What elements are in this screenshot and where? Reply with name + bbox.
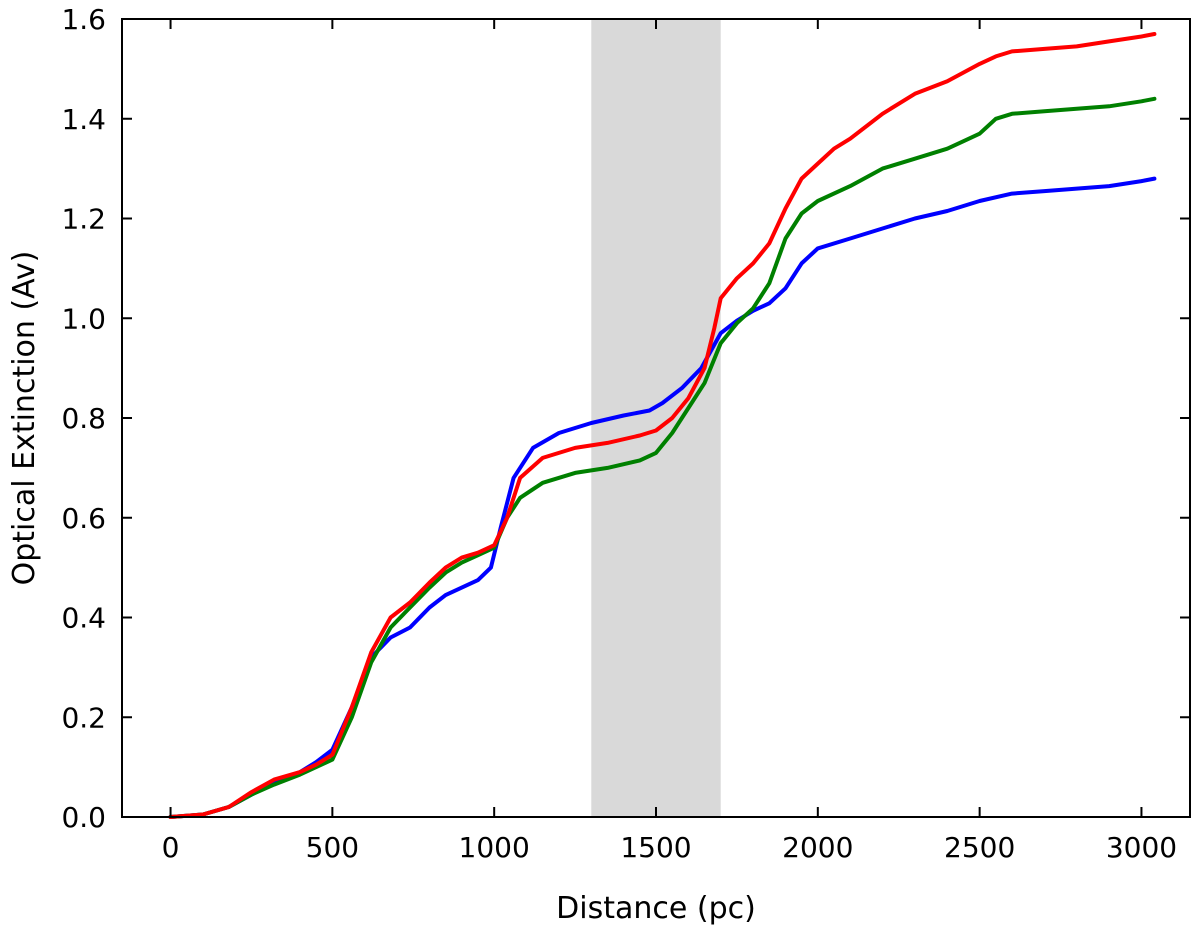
y-tick-label: 1.2 xyxy=(61,203,106,236)
x-tick-label: 0 xyxy=(162,831,180,864)
x-tick-label: 2000 xyxy=(782,831,853,864)
tick-layer: 0 500 1000 1500 2000 2500 3000 0.0 0.2 0.4 0.6 0.8 1… xyxy=(61,3,1190,864)
series-layer xyxy=(168,32,1157,819)
series-line-2 xyxy=(168,96,1157,819)
x-tick-label: 1500 xyxy=(620,831,691,864)
y-tick-label: 0.0 xyxy=(61,801,106,834)
x-tick-label: 500 xyxy=(306,831,359,864)
x-tick-label: 2500 xyxy=(944,831,1015,864)
y-axis-label: Optical Extinction (Av) xyxy=(7,251,42,586)
y-tick-label: 1.0 xyxy=(61,302,106,335)
x-tick-label: 3000 xyxy=(1106,831,1177,864)
y-tick-label: 0.6 xyxy=(61,502,106,535)
x-axis-label: Distance (pc) xyxy=(556,891,756,926)
x-tick-label: 1000 xyxy=(459,831,530,864)
y-tick-label: 1.4 xyxy=(61,103,106,136)
y-tick-label: 1.6 xyxy=(61,3,106,36)
y-tick-label: 0.8 xyxy=(61,402,106,435)
y-tick-label: 0.2 xyxy=(61,701,106,734)
series-line-3 xyxy=(168,32,1157,819)
y-tick-label: 0.4 xyxy=(61,602,106,635)
